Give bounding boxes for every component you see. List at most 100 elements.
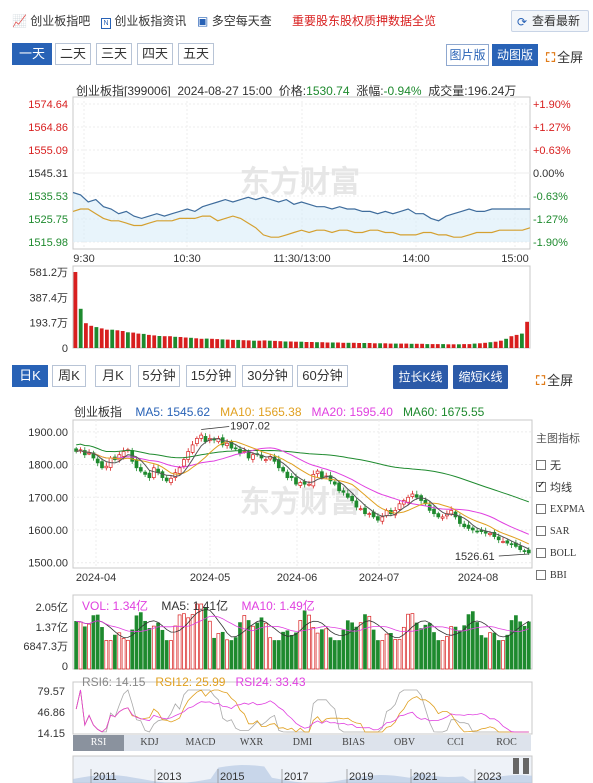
- tab-weekly[interactable]: 周K: [52, 365, 86, 387]
- refresh-button[interactable]: ⟳ 查看最新: [511, 10, 589, 32]
- volume-bar: [383, 343, 388, 348]
- kline-y-labels: 1900.00 1800.00 1700.00 1600.00 1500.00: [28, 427, 68, 570]
- indicator-none[interactable]: 无: [536, 454, 593, 476]
- tab-macd[interactable]: MACD: [185, 737, 216, 748]
- indicator-bbi[interactable]: BBI: [536, 564, 593, 586]
- shrink-kline-button[interactable]: 缩短K线: [453, 365, 508, 389]
- tab-2day[interactable]: 二天: [55, 43, 91, 65]
- indicator-expma[interactable]: EXPMA: [536, 498, 593, 520]
- x-tick-label: 2024-05: [190, 572, 230, 584]
- rsi24-line: [75, 689, 529, 733]
- forum-link[interactable]: 📈 创业板指吧: [12, 12, 90, 29]
- timeline-handle-left[interactable]: [513, 758, 519, 774]
- tab-rsi[interactable]: RSI: [73, 735, 124, 751]
- candle-body: [470, 527, 475, 531]
- indicator-boll-label: BOLL: [550, 547, 577, 559]
- tab-roc[interactable]: ROC: [496, 737, 517, 748]
- pledge-link[interactable]: 重要股东股权质押数据全览: [292, 14, 437, 28]
- indicator-sar[interactable]: SAR: [536, 520, 593, 542]
- indicator-ma[interactable]: 均线: [536, 476, 593, 498]
- tab-5min[interactable]: 5分钟: [138, 365, 180, 387]
- candle-body: [376, 516, 380, 521]
- monitor-icon: ▣: [197, 14, 209, 28]
- y-tick-label: 1555.09: [28, 145, 68, 157]
- intraday-volume: 196.24万: [467, 84, 517, 98]
- tab-15min[interactable]: 15分钟: [186, 365, 236, 387]
- volume-bar: [350, 622, 354, 670]
- tab-1day[interactable]: 一天: [12, 43, 52, 65]
- intraday-info: 创业板指[399006] 2024-08-27 15:00 价格:1530.74…: [76, 82, 516, 99]
- y-tick-label: 1600.00: [28, 525, 68, 537]
- candle-body: [74, 448, 78, 452]
- vol-label: VOL: 1.34亿: [82, 599, 149, 613]
- volume-bar: [136, 333, 141, 348]
- volume-bar: [229, 640, 234, 670]
- tab-4day[interactable]: 四天: [137, 43, 173, 65]
- volume-bar: [216, 633, 221, 670]
- volume-bar: [283, 341, 288, 348]
- animated-view-button[interactable]: 动图版: [492, 44, 538, 66]
- indicator-sar-label: SAR: [550, 525, 570, 537]
- candle-body: [233, 447, 238, 450]
- intraday-fullscreen-button[interactable]: ⛶ 全屏: [546, 47, 583, 66]
- contrarian-link[interactable]: ▣ 多空每天查: [197, 12, 272, 29]
- timeline-area: [73, 765, 532, 783]
- volume-bar: [378, 343, 382, 348]
- x-tick-label: 2024-06: [277, 572, 317, 584]
- kline-fullscreen-button[interactable]: ⛶ 全屏: [536, 370, 573, 389]
- volume-bar: [504, 338, 508, 348]
- candle-body: [501, 541, 505, 543]
- candle-body: [423, 499, 428, 505]
- candle-body: [199, 434, 204, 439]
- volume-bar: [78, 621, 83, 670]
- volume-bar: [281, 631, 285, 670]
- candle-body: [363, 507, 367, 515]
- intraday-chart: 1574.64 +1.90% 1564.86 +1.27% 1555.09 +0.63% 1…: [28, 96, 571, 355]
- y-tick-label: 1700.00: [28, 492, 68, 504]
- candle-body: [225, 442, 229, 446]
- volume-bar: [420, 343, 424, 348]
- tab-wxr[interactable]: WXR: [239, 737, 264, 748]
- y-tick-label: 1535.53: [28, 191, 68, 203]
- vol-ma10-label: MA10: 1.49亿: [241, 599, 315, 613]
- tab-60min[interactable]: 60分钟: [297, 365, 348, 387]
- tab-5day[interactable]: 五天: [178, 43, 214, 65]
- tab-bias[interactable]: BIAS: [342, 737, 365, 748]
- candle-body: [488, 532, 492, 535]
- tab-3day[interactable]: 三天: [96, 43, 132, 65]
- volume-bar: [467, 344, 472, 348]
- timeline-handle-right[interactable]: [523, 758, 529, 774]
- tab-obv[interactable]: OBV: [393, 737, 416, 748]
- volume-bar: [514, 615, 518, 670]
- volume-bar: [393, 343, 398, 348]
- tab-cci[interactable]: CCI: [447, 737, 464, 748]
- y-tick-label-right: +1.90%: [533, 99, 571, 111]
- volume-bar: [488, 632, 492, 670]
- volume-bar: [131, 332, 136, 348]
- news-link[interactable]: N 创业板指资讯: [101, 12, 186, 29]
- volume-bar: [225, 639, 229, 670]
- rsi12-label: RSI12: 25.99: [155, 675, 226, 689]
- y-tick-label: 1525.75: [28, 214, 68, 226]
- volume-bar: [207, 620, 212, 670]
- candle-body: [367, 513, 372, 515]
- x-tick-label: 14:00: [402, 253, 430, 265]
- stretch-kline-button[interactable]: 拉长K线: [393, 365, 448, 389]
- tab-daily[interactable]: 日K: [12, 365, 48, 387]
- candle-body: [298, 482, 303, 486]
- candle-body: [173, 472, 178, 478]
- tab-monthly[interactable]: 月K: [95, 365, 131, 387]
- candle-body: [526, 549, 531, 554]
- volume-bar: [84, 323, 88, 348]
- fullscreen-label: 全屏: [557, 50, 584, 65]
- tab-dmi[interactable]: DMI: [292, 737, 313, 748]
- volume-bar: [414, 622, 419, 670]
- volume-bar: [199, 603, 204, 670]
- tab-kdj[interactable]: KDJ: [140, 737, 159, 748]
- volume-bar: [406, 613, 410, 670]
- kline-chart: 1900.00 1800.00 1700.00 1600.00 1500.00 2024…: [23, 419, 533, 783]
- volume-bar: [354, 626, 359, 670]
- static-view-button[interactable]: 图片版: [446, 44, 489, 66]
- tab-30min[interactable]: 30分钟: [242, 365, 293, 387]
- indicator-boll[interactable]: BOLL: [536, 542, 593, 564]
